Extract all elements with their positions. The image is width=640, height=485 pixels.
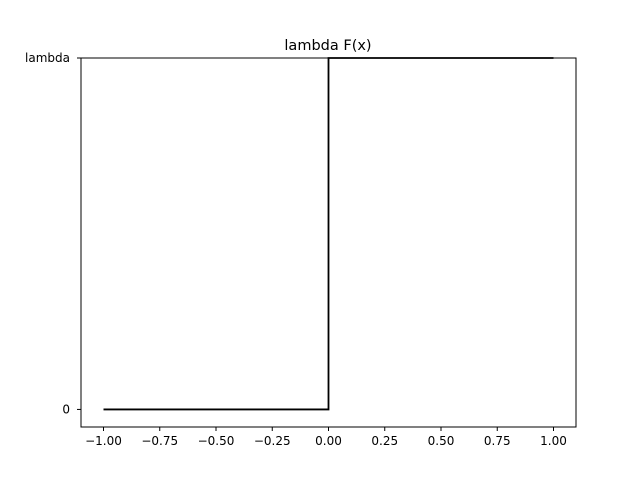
- x-tick-label: 0.50: [428, 434, 455, 448]
- x-tick-label: 1.00: [540, 434, 567, 448]
- chart-title: lambda F(x): [284, 38, 371, 54]
- x-tick-label: 0.75: [484, 434, 511, 448]
- x-tick-label: 0.00: [315, 434, 342, 448]
- y-tick-label: 0: [62, 402, 70, 416]
- x-tick-label: −0.75: [141, 434, 178, 448]
- x-tick-label: −1.00: [85, 434, 122, 448]
- series-line-0: [103, 57, 554, 411]
- x-tick-label: −0.25: [254, 434, 291, 448]
- y-tick-label: lambda: [25, 51, 70, 65]
- x-tick-label: −0.50: [198, 434, 235, 448]
- x-tick-label: 0.25: [371, 434, 398, 448]
